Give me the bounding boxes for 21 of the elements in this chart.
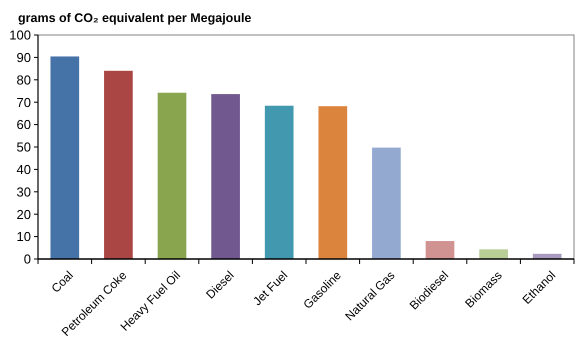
y-tick-label: 30 (16, 184, 31, 200)
bar (50, 56, 80, 260)
y-tick-label: 100 (9, 28, 31, 43)
bar (424, 240, 456, 260)
bar (210, 93, 241, 260)
y-tick-label: 80 (16, 72, 31, 88)
y-tick-label: 50 (16, 140, 31, 155)
bar (156, 92, 188, 260)
y-tick-label: 40 (16, 162, 31, 177)
y-tick-label: 20 (16, 206, 31, 222)
bar (264, 104, 294, 260)
y-tick-label: 60 (16, 117, 31, 132)
bar (371, 146, 402, 260)
y-tick-label: 0 (24, 252, 31, 267)
bar (103, 70, 134, 260)
bar (318, 105, 348, 260)
y-tick-label: 90 (16, 50, 31, 65)
chart-title: grams of CO₂ equivalent per Megajoule (18, 11, 252, 25)
bar (478, 248, 509, 260)
y-tick-label: 10 (16, 229, 31, 244)
y-tick-label: 70 (16, 94, 31, 110)
